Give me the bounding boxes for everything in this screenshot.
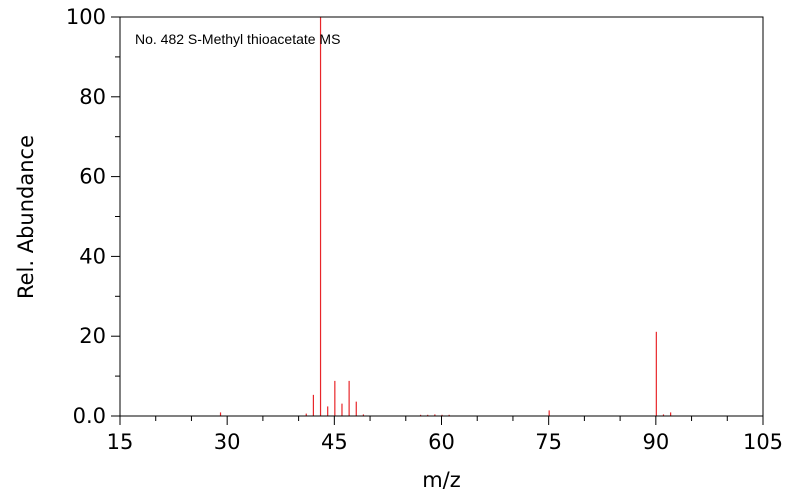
y-tick-label: 80 [79, 85, 106, 109]
x-tick-label: 75 [535, 430, 562, 454]
y-tick-label: 40 [79, 244, 106, 268]
x-tick-label: 60 [428, 430, 455, 454]
x-tick-label: 45 [321, 430, 348, 454]
plot-frame [119, 16, 764, 417]
y-tick-label: 100 [66, 5, 106, 29]
chart-annotation: No. 482 S-Methyl thioacetate MS [135, 31, 340, 47]
x-axis-ticks: 15 30 45 60 75 90 105 [107, 416, 783, 454]
y-tick-label: 60 [79, 165, 106, 189]
peak-bars [219, 17, 672, 416]
x-tick-label: 30 [214, 430, 241, 454]
x-axis-label: m/z [422, 468, 461, 492]
y-axis-label: Rel. Abundance [14, 135, 38, 299]
x-tick-label: 105 [743, 430, 783, 454]
axes [119, 16, 764, 417]
y-axis-ticks: 0.0 20 40 60 80 100 [66, 5, 120, 428]
x-tick-label: 15 [107, 430, 134, 454]
y-tick-label: 0.0 [73, 404, 106, 428]
x-tick-label: 90 [642, 430, 669, 454]
y-tick-label: 20 [79, 324, 106, 348]
